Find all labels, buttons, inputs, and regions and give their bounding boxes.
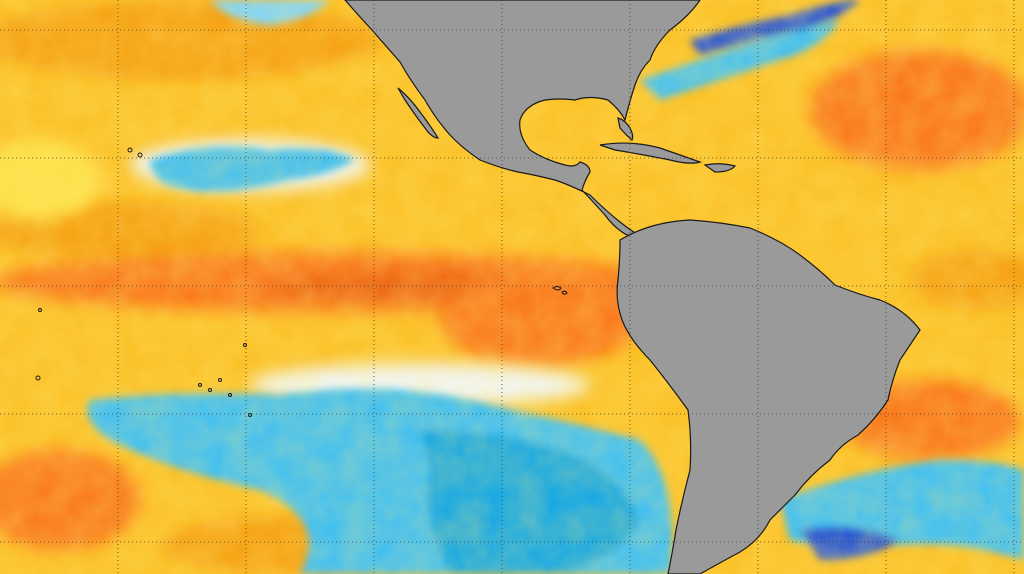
galapagos-islands [552,286,568,295]
land-masses [344,0,921,574]
south-america-landmass [616,219,921,574]
north-america-landmass [344,0,701,238]
baja-california [397,87,440,139]
cuba-island [599,142,702,164]
florida-peninsula [617,117,634,141]
pacific-islands [35,147,252,417]
hispaniola-island [703,163,737,173]
